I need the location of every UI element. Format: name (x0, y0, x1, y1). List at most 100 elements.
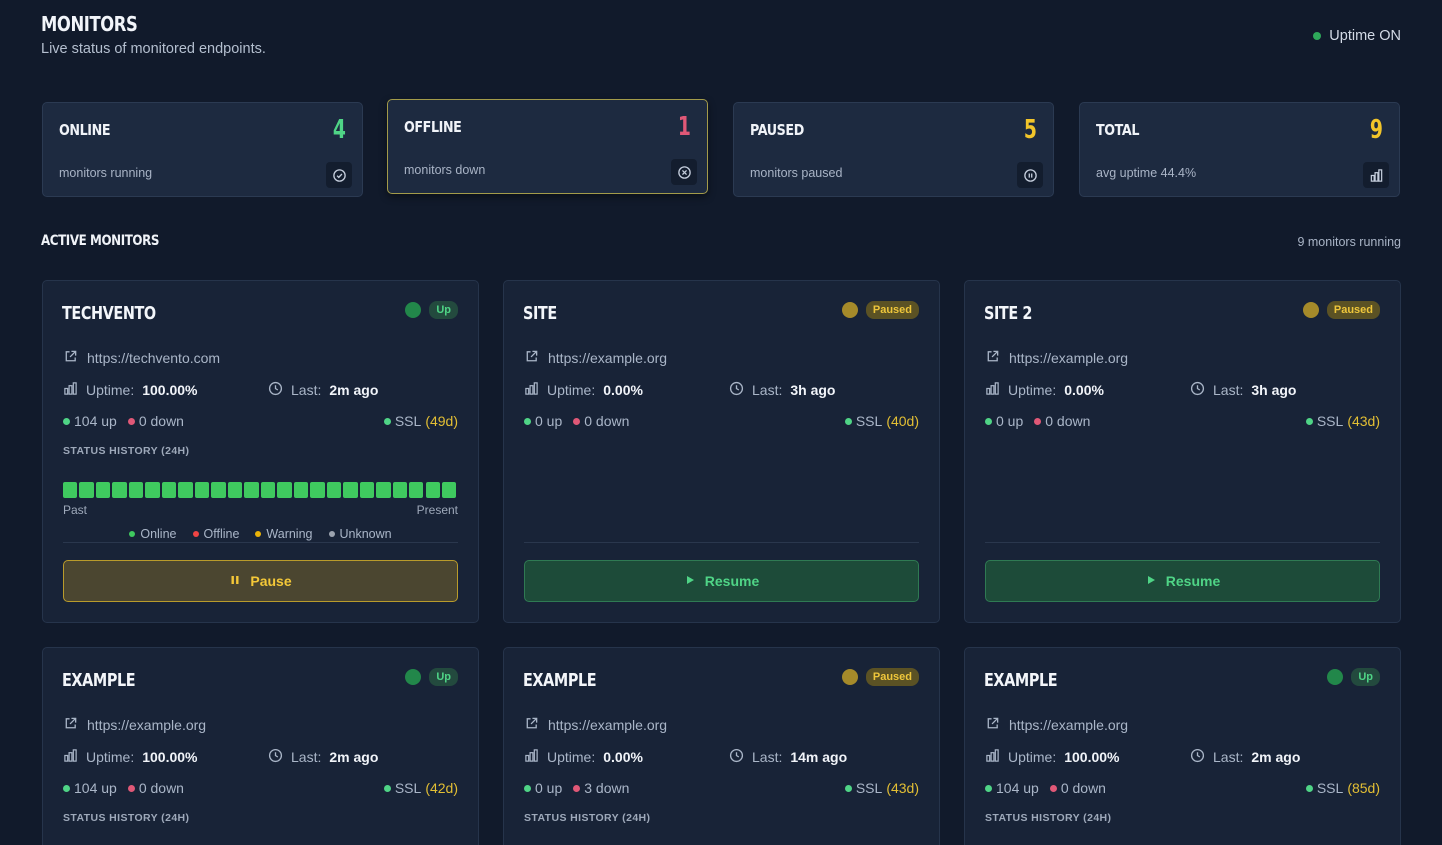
history-bar[interactable] (260, 482, 276, 498)
x-circle-icon (671, 159, 697, 185)
monitor-info-row: Uptime: 100.00% Last: 2m ago (63, 748, 458, 766)
status-dot-icon (1327, 669, 1344, 685)
uptime-chart-icon (524, 748, 539, 766)
history-bar[interactable] (409, 482, 424, 498)
down-count: 0 down (138, 780, 184, 796)
last-check-label: Last: (1213, 382, 1244, 398)
history-bar[interactable] (79, 482, 94, 498)
ssl-dot-icon (383, 784, 391, 792)
status-badge: Paused (865, 301, 919, 319)
legend-item: Offline (192, 527, 239, 541)
uptime-label: Uptime: (86, 382, 135, 398)
play-icon (1145, 573, 1157, 589)
ssl-label: SSL (394, 413, 422, 429)
monitor-url[interactable]: https://example.org (87, 717, 207, 733)
page-header: Monitors Live status of monitored endpoi… (41, 12, 266, 57)
monitor-counts-row: 104 up 0 down SSL (49d) (63, 413, 458, 429)
history-bar[interactable] (326, 482, 342, 498)
clock-icon (1190, 381, 1205, 399)
monitor-url[interactable]: https://example.org (1009, 717, 1129, 733)
last-check-label: Last: (752, 749, 783, 765)
stat-card-paused[interactable]: Paused 5 monitors paused (733, 102, 1054, 197)
uptime-label: Uptime: (547, 382, 596, 398)
monitor-status: Up (405, 668, 458, 686)
monitor-name: Site 2 (984, 303, 1033, 324)
up-dot-icon (63, 784, 70, 792)
last-check-value: 3h ago (790, 382, 836, 398)
up-count: 104 up (74, 780, 117, 796)
ssl-dot-icon (1305, 417, 1313, 425)
history-present-label: Present (416, 503, 458, 517)
history-bar[interactable] (277, 482, 292, 498)
monitor-url[interactable]: https://techvento.com (87, 350, 221, 366)
stat-card-online[interactable]: Online 4 monitors running (42, 102, 363, 197)
monitor-card: Techvento Up https://techvento.com Uptim… (42, 280, 479, 623)
monitor-counts-row: 0 up 3 down SSL (43d) (524, 780, 919, 796)
history-bar[interactable] (194, 482, 210, 498)
uptime-value: 0.00% (1064, 382, 1104, 398)
monitor-url[interactable]: https://example.org (548, 717, 668, 733)
stat-card-offline[interactable]: Offline 1 monitors down (387, 99, 708, 194)
monitor-url[interactable]: https://example.org (548, 350, 668, 366)
up-dot-icon (985, 784, 992, 792)
pause-button[interactable]: Pause (63, 560, 458, 602)
stat-card-total[interactable]: Total 9 avg uptime 44.4% (1079, 102, 1400, 197)
history-bar[interactable] (128, 482, 144, 498)
history-bar[interactable] (442, 482, 457, 498)
clock-icon (729, 748, 744, 766)
monitor-url-row: https://example.org (524, 716, 919, 734)
history-bar[interactable] (376, 482, 391, 498)
resume-button[interactable]: Resume (985, 560, 1380, 602)
down-dot-icon (1049, 784, 1057, 792)
uptime-chart-icon (524, 381, 539, 399)
history-bar[interactable] (310, 482, 325, 498)
history-bar[interactable] (178, 482, 193, 498)
stat-value: 9 (1370, 115, 1383, 145)
history-bar[interactable] (95, 482, 111, 498)
monitor-status: Paused (841, 301, 919, 319)
history-bar[interactable] (211, 482, 226, 498)
history-bar[interactable] (63, 482, 78, 498)
status-history-label: STATUS HISTORY (24H) (63, 445, 190, 457)
down-count: 0 down (138, 413, 184, 429)
status-legend: Online Offline Warning Unknown (43, 527, 478, 541)
monitor-card: Example Up https://example.org Uptime: 1… (42, 647, 479, 845)
page-title: Monitors (41, 12, 138, 36)
last-check-label: Last: (1213, 749, 1244, 765)
clock-icon (1190, 748, 1205, 766)
last-check-label: Last: (752, 382, 783, 398)
history-bar[interactable] (145, 482, 160, 498)
external-link-icon (985, 349, 1000, 367)
resume-button[interactable]: Resume (524, 560, 919, 602)
monitor-status: Up (1327, 668, 1380, 686)
history-bar[interactable] (244, 482, 259, 498)
status-badge: Up (429, 301, 458, 319)
history-bar[interactable] (161, 482, 177, 498)
history-bar[interactable] (359, 482, 375, 498)
status-history-bars (63, 482, 457, 498)
uptime-chart-icon (985, 748, 1000, 766)
legend-dot-icon (255, 531, 262, 537)
legend-dot-icon (192, 531, 199, 537)
clock-icon (268, 381, 283, 399)
uptime-value: 100.00% (142, 749, 198, 765)
history-bar[interactable] (293, 482, 309, 498)
monitor-name: Techvento (62, 303, 156, 324)
history-bar[interactable] (392, 482, 407, 498)
ssl-days: (42d) (425, 780, 458, 796)
stat-description: avg uptime 44.4% (1096, 166, 1197, 180)
monitor-info-row: Uptime: 0.00% Last: 3h ago (524, 381, 919, 399)
ssl-label: SSL (855, 413, 883, 429)
monitor-url[interactable]: https://example.org (1009, 350, 1129, 366)
history-bar[interactable] (112, 482, 127, 498)
uptime-value: 0.00% (603, 749, 643, 765)
status-badge: Up (429, 668, 458, 686)
history-bar[interactable] (227, 482, 243, 498)
monitor-card: Example Paused https://example.org Uptim… (503, 647, 940, 845)
down-dot-icon (573, 784, 581, 792)
monitor-url-row: https://example.org (63, 716, 458, 734)
history-bar[interactable] (343, 482, 358, 498)
legend-label: Online (140, 527, 177, 541)
history-bar[interactable] (425, 482, 440, 498)
section-meta: 9 monitors running (1297, 235, 1401, 249)
